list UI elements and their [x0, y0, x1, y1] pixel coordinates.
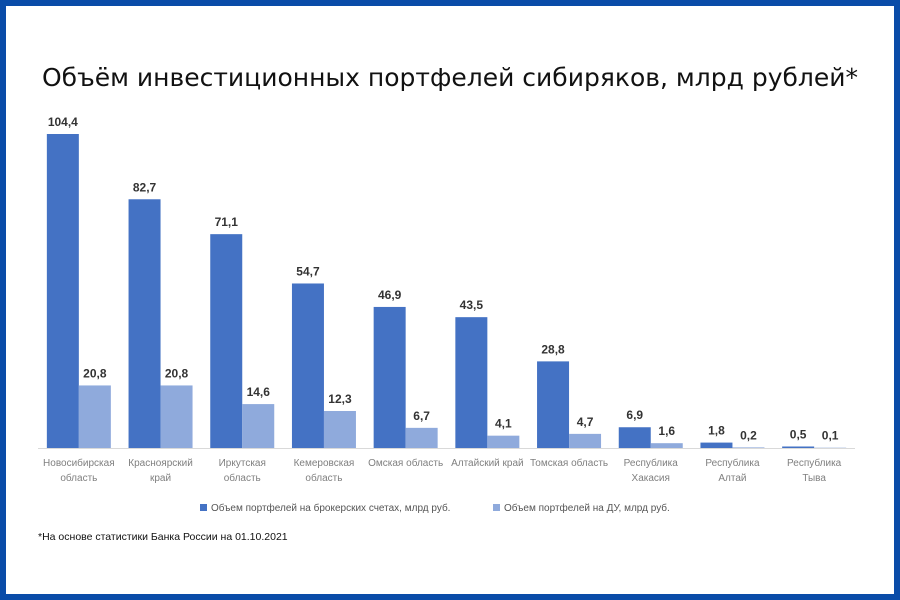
x-tick-label: Республика Хакасия [624, 457, 679, 484]
x-tick-label: Омская область [368, 457, 443, 469]
bar-broker [537, 361, 570, 448]
x-tick-label: Новосибирская область [43, 457, 115, 484]
bar-du [405, 427, 438, 448]
bar-broker [210, 234, 243, 448]
bar-broker [700, 442, 733, 448]
bar-broker [373, 306, 406, 448]
data-label: 4,1 [495, 417, 512, 431]
bar-du [732, 447, 765, 448]
legend-label: Объем портфелей на брокерских счетах, мл… [211, 502, 450, 514]
bar-broker [455, 317, 488, 448]
data-label: 4,7 [577, 415, 594, 429]
bar-du [242, 404, 275, 448]
data-label: 6,9 [626, 408, 643, 422]
data-label: 104,4 [48, 115, 78, 129]
data-label: 1,6 [658, 424, 675, 438]
x-tick-label: Томская область [530, 457, 608, 469]
data-label: 0,2 [740, 428, 757, 442]
data-label: 12,3 [328, 392, 352, 406]
bar-broker [618, 427, 651, 448]
x-tick-label: Республика Алтай [705, 457, 760, 484]
bar-broker [782, 446, 815, 448]
bar-du [650, 443, 683, 448]
bar-du [78, 385, 111, 448]
data-label: 82,7 [133, 180, 157, 194]
data-label: 14,6 [247, 385, 271, 399]
bar-broker [128, 199, 161, 448]
legend-label: Объем портфелей на ДУ, млрд руб. [504, 502, 670, 514]
bar-du [323, 411, 356, 448]
data-label: 1,8 [708, 424, 725, 438]
bar-du [487, 435, 520, 448]
x-tick-label: Иркутская область [219, 458, 266, 484]
data-label: 20,8 [165, 366, 189, 380]
data-label: 54,7 [296, 264, 320, 278]
legend-swatch [493, 504, 500, 511]
bar-du [569, 433, 602, 448]
legend-swatch [200, 504, 207, 511]
data-label: 28,8 [541, 342, 565, 356]
data-label: 46,9 [378, 288, 402, 302]
data-label: 20,8 [83, 366, 107, 380]
bar-broker [291, 283, 324, 448]
chart-title: Объём инвестиционных портфелей сибиряков… [42, 63, 858, 92]
x-tick-label: Кемеровская область [294, 458, 355, 484]
bar-du [160, 385, 193, 448]
x-tick-label: Красноярский край [128, 458, 193, 484]
footnote: *На основе статистики Банка России на 01… [38, 531, 288, 543]
data-label: 43,5 [460, 298, 484, 312]
x-tick-label: Алтайский край [451, 458, 524, 469]
x-tick-label: Республика Тыва [787, 457, 842, 484]
data-label: 6,7 [413, 409, 430, 423]
data-label: 71,1 [215, 215, 239, 229]
data-label: 0,1 [822, 429, 839, 443]
bar-broker [46, 134, 79, 448]
data-label: 0,5 [790, 427, 807, 441]
